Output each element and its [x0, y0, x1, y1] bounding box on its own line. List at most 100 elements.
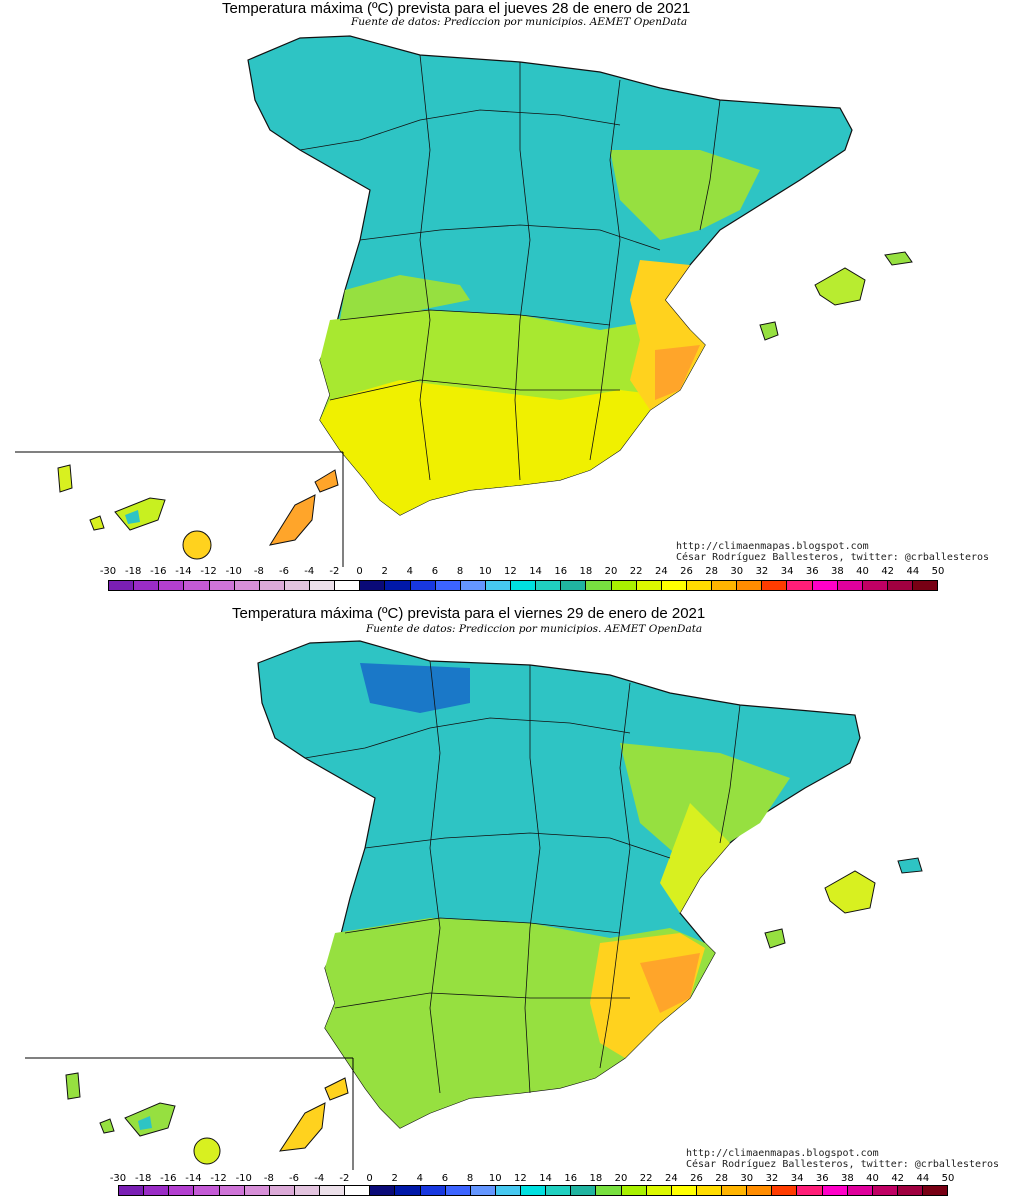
map-panel-thursday: Temperatura máxima (ºC) prevista para el…	[15, 0, 989, 591]
legend-tick-label: 26	[690, 1173, 703, 1184]
legend-color-swatch	[495, 1186, 521, 1195]
legend-color-swatch	[109, 581, 135, 590]
legend-tick-label: 18	[579, 566, 593, 577]
legend-color-swatch	[722, 1186, 748, 1195]
legend-tick-label: 12	[514, 1173, 527, 1184]
legend-tick-label: 10	[488, 1173, 502, 1184]
map-panel-friday: Temperatura máxima (ºC) prevista para el…	[0, 603, 1024, 1198]
legend-color-swatch	[269, 1186, 295, 1195]
legend-tick-label: 40	[866, 1173, 879, 1184]
credit-author: César Rodríguez Ballesteros, twitter: @c…	[676, 552, 990, 563]
legend-tick-label: 38	[831, 566, 844, 577]
legend-tick-label: 36	[815, 1173, 829, 1184]
legend-tick-label: -4	[314, 1173, 325, 1184]
legend-color-swatch	[259, 581, 285, 590]
legend-tick-label: 28	[705, 566, 718, 577]
legend-tick-label: 12	[504, 566, 517, 577]
legend-tick-label: 28	[715, 1173, 728, 1184]
legend-color-swatch	[294, 1186, 320, 1195]
legend-tick-label: -18	[124, 566, 142, 577]
legend-tick-label: 34	[790, 1173, 804, 1184]
legend-tick-label: 2	[381, 566, 388, 577]
legend-color-swatch	[812, 581, 838, 590]
legend-tick-label: 4	[416, 1173, 423, 1184]
map-subtitle: Fuente de datos: Prediccion por municipi…	[366, 623, 703, 635]
legend-tick-label: 8	[466, 1173, 474, 1184]
legend-tick-label: 14	[529, 566, 542, 577]
legend-color-swatch	[194, 1186, 220, 1195]
legend-color-swatch	[435, 581, 461, 590]
legend-color-swatch	[360, 581, 386, 590]
credit-block: http://climaenmapas.blogspot.com César R…	[676, 541, 989, 563]
legend-tick-label: 42	[881, 566, 895, 577]
menorca	[884, 251, 913, 266]
legend-color-swatch	[536, 581, 562, 590]
menorca	[897, 857, 923, 874]
legend-color-swatch	[284, 581, 310, 590]
spain-temperature-map	[25, 640, 923, 1170]
legend-tick-label: 40	[856, 566, 869, 577]
legend-tick-label: -6	[289, 1173, 300, 1184]
legend-color-swatch	[872, 1186, 898, 1195]
legend-color-swatch	[385, 581, 411, 590]
legend-tick-labels: -30 -18 -16 -14 -12 -10 -8 -6 -4 -2 0 2 4 6 8 10 12 14 16 1…	[110, 1173, 955, 1185]
legend-tick-label: 50	[941, 1173, 955, 1184]
legend-color-swatch	[395, 1186, 421, 1195]
legend-color-swatch	[646, 1186, 672, 1195]
legend-color-swatch	[847, 1186, 873, 1195]
legend-color-swatch	[671, 1186, 697, 1195]
legend-color-swatch	[621, 1186, 647, 1195]
ibiza	[759, 321, 779, 341]
legend-tick-label: 38	[841, 1173, 854, 1184]
legend-tick-label: -18	[134, 1173, 152, 1184]
legend-color-swatch	[219, 1186, 245, 1195]
legend-tick-label: 20	[614, 1173, 628, 1184]
legend-tick-label: 24	[654, 566, 668, 577]
legend-tick-label: 24	[664, 1173, 678, 1184]
legend-tick-label: -16	[150, 566, 167, 577]
legend-tick-labels: -30 -18 -16 -14 -12 -10 -8 -6 -4 -2 0 2 4 6 8 10 12 14 16 1…	[100, 566, 945, 578]
map-title: Temperatura máxima (ºC) prevista para el…	[232, 605, 706, 622]
legend-tick-label: 22	[639, 1173, 653, 1184]
legend-color-swatch	[335, 581, 361, 590]
legend-tick-label: 10	[478, 566, 492, 577]
legend-color-swatch	[546, 1186, 572, 1195]
legend-tick-label: 50	[931, 566, 945, 577]
legend-tick-label: 16	[564, 1173, 578, 1184]
legend-tick-label: -10	[235, 1173, 252, 1184]
legend-tick-label: 34	[780, 566, 794, 577]
legend-color-swatch	[184, 581, 210, 590]
legend-color-swatch	[511, 581, 537, 590]
legend-tick-label: -4	[304, 566, 315, 577]
spain-temperature-map	[15, 35, 913, 567]
legend-tick-label: 22	[629, 566, 643, 577]
legend-tick-label: -12	[210, 1173, 227, 1184]
legend-color-swatch	[445, 1186, 471, 1195]
legend-tick-label: 30	[740, 1173, 754, 1184]
legend-tick-label: -2	[329, 566, 340, 577]
credit-url: http://climaenmapas.blogspot.com	[676, 541, 869, 552]
legend-color-swatch	[762, 581, 788, 590]
legend-color-swatch	[470, 1186, 496, 1195]
mallorca	[824, 870, 876, 914]
legend-tick-label: -2	[339, 1173, 350, 1184]
legend-tick-label: -10	[225, 566, 242, 577]
legend-color-swatch	[772, 1186, 798, 1195]
legend-color-bar	[118, 1185, 948, 1196]
mallorca	[814, 267, 866, 306]
legend-tick-label: 6	[441, 1173, 449, 1184]
legend-color-swatch	[370, 1186, 396, 1195]
credit-url: http://climaenmapas.blogspot.com	[686, 1148, 879, 1159]
legend-tick-label: 8	[456, 566, 464, 577]
credit-block: http://climaenmapas.blogspot.com César R…	[686, 1148, 999, 1170]
legend-tick-label: 18	[589, 1173, 603, 1184]
legend-tick-label: -6	[279, 566, 290, 577]
legend-color-swatch	[485, 581, 511, 590]
legend-tick-label: -14	[175, 566, 192, 577]
legend-color-swatch	[923, 1186, 948, 1195]
legend-color-swatch	[686, 581, 712, 590]
legend-color-swatch	[787, 581, 813, 590]
legend-tick-label: 36	[805, 566, 819, 577]
legend-tick-label: -30	[109, 1173, 127, 1184]
legend-tick-label: 44	[916, 1173, 930, 1184]
